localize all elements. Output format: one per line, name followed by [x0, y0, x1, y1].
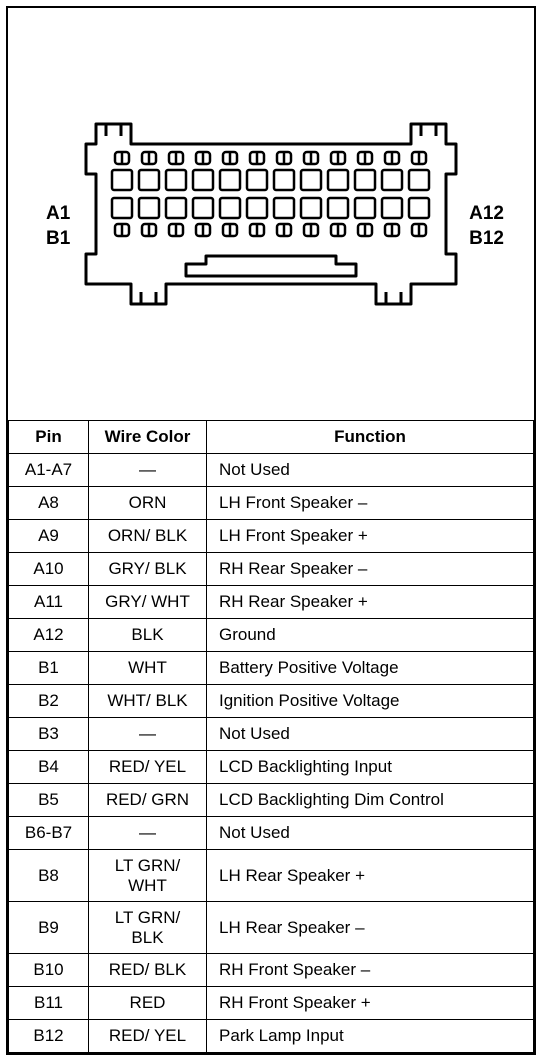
table-row: B4RED/ YELLCD Backlighting Input	[9, 751, 534, 784]
cell-color: —	[89, 718, 207, 751]
cell-function: LH Rear Speaker –	[207, 902, 534, 954]
table-row: B8LT GRN/WHTLH Rear Speaker +	[9, 850, 534, 902]
cell-function: Ground	[207, 619, 534, 652]
wiring-diagram-page: A1 B1 A12 B12	[6, 6, 536, 1055]
cell-pin: B6-B7	[9, 817, 89, 850]
cell-pin: A12	[9, 619, 89, 652]
cell-color: WHT/ BLK	[89, 685, 207, 718]
table-row: B11REDRH Front Speaker +	[9, 987, 534, 1020]
cell-pin: B3	[9, 718, 89, 751]
table-row: B1WHTBattery Positive Voltage	[9, 652, 534, 685]
cell-function: LH Front Speaker –	[207, 487, 534, 520]
cell-function: Park Lamp Input	[207, 1020, 534, 1053]
cell-pin: B4	[9, 751, 89, 784]
cell-function: RH Rear Speaker –	[207, 553, 534, 586]
cell-color: ORN/ BLK	[89, 520, 207, 553]
cell-function: RH Rear Speaker +	[207, 586, 534, 619]
table-row: B2WHT/ BLKIgnition Positive Voltage	[9, 685, 534, 718]
table-row: A8ORNLH Front Speaker –	[9, 487, 534, 520]
cell-color: RED/ GRN	[89, 784, 207, 817]
table-row: A11GRY/ WHTRH Rear Speaker +	[9, 586, 534, 619]
label-a1: A1	[46, 203, 70, 225]
cell-color: RED/ YEL	[89, 1020, 207, 1053]
connector-diagram-area: A1 B1 A12 B12	[8, 8, 534, 420]
cell-color: GRY/ BLK	[89, 553, 207, 586]
cell-function: LH Rear Speaker +	[207, 850, 534, 902]
cell-function: Not Used	[207, 817, 534, 850]
connector-icon	[76, 104, 466, 324]
header-color: Wire Color	[89, 421, 207, 454]
cell-pin: A9	[9, 520, 89, 553]
cell-color: WHT	[89, 652, 207, 685]
cell-pin: B12	[9, 1020, 89, 1053]
label-b1: B1	[46, 228, 70, 250]
table-row: B3—Not Used	[9, 718, 534, 751]
cell-color: RED	[89, 987, 207, 1020]
label-b12: B12	[469, 228, 504, 250]
table-row: A1-A7—Not Used	[9, 454, 534, 487]
cell-function: Not Used	[207, 454, 534, 487]
cell-function: LCD Backlighting Input	[207, 751, 534, 784]
cell-color: —	[89, 817, 207, 850]
cell-color: ORN	[89, 487, 207, 520]
table-row: B5RED/ GRNLCD Backlighting Dim Control	[9, 784, 534, 817]
pinout-table: Pin Wire Color Function A1-A7—Not UsedA8…	[8, 420, 534, 1053]
table-row: A10GRY/ BLKRH Rear Speaker –	[9, 553, 534, 586]
cell-color: RED/ BLK	[89, 954, 207, 987]
table-row: B9LT GRN/BLKLH Rear Speaker –	[9, 902, 534, 954]
cell-pin: B8	[9, 850, 89, 902]
cell-function: LCD Backlighting Dim Control	[207, 784, 534, 817]
cell-pin: B10	[9, 954, 89, 987]
cell-color: —	[89, 454, 207, 487]
cell-pin: B5	[9, 784, 89, 817]
cell-pin: B1	[9, 652, 89, 685]
cell-function: LH Front Speaker +	[207, 520, 534, 553]
table-row: B10RED/ BLKRH Front Speaker –	[9, 954, 534, 987]
cell-function: RH Front Speaker +	[207, 987, 534, 1020]
table-header-row: Pin Wire Color Function	[9, 421, 534, 454]
cell-pin: B2	[9, 685, 89, 718]
cell-pin: A10	[9, 553, 89, 586]
table-row: A9ORN/ BLKLH Front Speaker +	[9, 520, 534, 553]
cell-color: GRY/ WHT	[89, 586, 207, 619]
cell-color: RED/ YEL	[89, 751, 207, 784]
cell-color: BLK	[89, 619, 207, 652]
label-a12: A12	[469, 203, 504, 225]
cell-function: Ignition Positive Voltage	[207, 685, 534, 718]
cell-function: Not Used	[207, 718, 534, 751]
header-pin: Pin	[9, 421, 89, 454]
cell-function: RH Front Speaker –	[207, 954, 534, 987]
cell-color: LT GRN/BLK	[89, 902, 207, 954]
table-row: A12BLKGround	[9, 619, 534, 652]
cell-color: LT GRN/WHT	[89, 850, 207, 902]
table-row: B6-B7—Not Used	[9, 817, 534, 850]
cell-pin: A8	[9, 487, 89, 520]
cell-pin: B9	[9, 902, 89, 954]
cell-pin: A1-A7	[9, 454, 89, 487]
cell-function: Battery Positive Voltage	[207, 652, 534, 685]
table-row: B12RED/ YELPark Lamp Input	[9, 1020, 534, 1053]
header-func: Function	[207, 421, 534, 454]
cell-pin: B11	[9, 987, 89, 1020]
cell-pin: A11	[9, 586, 89, 619]
